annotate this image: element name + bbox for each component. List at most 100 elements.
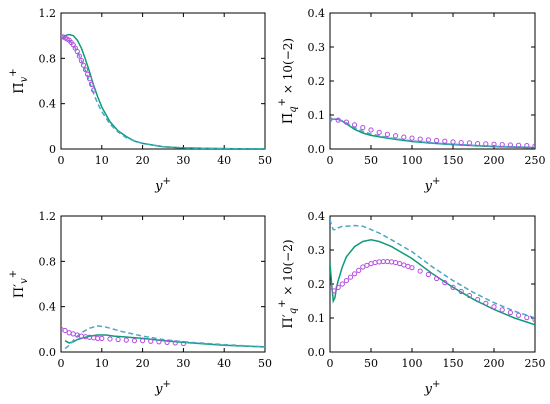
y-tick-label: 0.0 bbox=[308, 143, 326, 156]
series-line-dashed bbox=[61, 36, 265, 149]
marker-point bbox=[483, 141, 489, 147]
marker-point bbox=[405, 263, 411, 269]
x-tick-label: 10 bbox=[95, 154, 109, 167]
marker-point bbox=[417, 136, 423, 142]
marker-point bbox=[123, 337, 129, 343]
marker-point bbox=[180, 340, 186, 347]
marker-point bbox=[360, 264, 366, 270]
marker-point bbox=[76, 53, 82, 59]
marker-point bbox=[516, 142, 522, 148]
x-axis-label: y+ bbox=[424, 176, 441, 194]
x-axis-label: y+ bbox=[154, 176, 171, 194]
marker-point bbox=[164, 339, 170, 345]
marker-point bbox=[352, 122, 358, 128]
series-line-dashed bbox=[330, 219, 535, 319]
marker-point bbox=[78, 58, 85, 64]
y-tick-label: 0.0 bbox=[39, 346, 57, 359]
x-tick-label: 0 bbox=[327, 154, 334, 167]
x-tick-label: 0 bbox=[58, 154, 65, 167]
x-tick-label: 50 bbox=[258, 357, 272, 370]
marker-point bbox=[368, 261, 374, 267]
x-tick-label: 150 bbox=[443, 154, 464, 167]
marker-point bbox=[89, 81, 95, 88]
chart-panel-1: 0 10 20 30 40 50 0 0.4 0.8 1.2 y+ Π̄v+ bbox=[8, 7, 272, 194]
x-tick-label: 100 bbox=[402, 154, 423, 167]
marker-point bbox=[84, 71, 91, 77]
x-tick-label: 50 bbox=[364, 357, 378, 370]
x-tick-label: 150 bbox=[443, 357, 464, 370]
marker-point bbox=[409, 135, 415, 141]
marker-point bbox=[91, 87, 97, 93]
x-tick-label: 10 bbox=[95, 357, 109, 370]
series-line-solid bbox=[61, 33, 265, 149]
y-tick-label: 0.0 bbox=[308, 346, 326, 359]
marker-point bbox=[148, 338, 154, 344]
x-tick-label: 30 bbox=[176, 357, 190, 370]
x-tick-label: 200 bbox=[484, 154, 505, 167]
marker-point bbox=[466, 140, 472, 146]
x-tick-label: 250 bbox=[525, 357, 546, 370]
marker-point bbox=[91, 335, 97, 341]
marker-point bbox=[156, 339, 162, 345]
y-tick-label: 0.4 bbox=[308, 210, 326, 223]
marker-point bbox=[425, 271, 431, 278]
marker-point bbox=[475, 140, 481, 147]
marker-point bbox=[172, 340, 178, 346]
x-tick-label: 0 bbox=[58, 357, 65, 370]
marker-point bbox=[331, 288, 337, 294]
marker-point bbox=[532, 317, 535, 323]
marker-point bbox=[450, 284, 456, 290]
y-tick-label: 0.4 bbox=[308, 7, 326, 20]
y-tick-label: 0 bbox=[49, 143, 56, 156]
marker-point bbox=[107, 336, 113, 342]
x-tick-label: 20 bbox=[136, 357, 150, 370]
marker-point bbox=[483, 300, 489, 306]
marker-point bbox=[491, 304, 497, 310]
x-axis-label: y+ bbox=[154, 379, 171, 397]
marker-point bbox=[393, 259, 399, 266]
y-axis-label: Π′v+ bbox=[8, 270, 30, 298]
marker-point bbox=[335, 117, 341, 123]
marker-point bbox=[388, 259, 395, 265]
chart-panel-3: 0 10 20 30 40 50 0.0 0.4 0.8 1.2 y+ Π′v+ bbox=[8, 210, 272, 397]
marker-point bbox=[66, 330, 72, 336]
y-tick-label: 0.2 bbox=[308, 278, 326, 291]
plot-frame bbox=[329, 215, 536, 353]
marker-point bbox=[352, 271, 358, 277]
marker-point bbox=[343, 278, 349, 284]
marker-point bbox=[524, 315, 530, 321]
marker-point bbox=[507, 142, 513, 148]
y-axis-label: Π′q+ × 10(−2) bbox=[277, 239, 299, 328]
marker-point bbox=[409, 265, 415, 271]
series-line-dashed bbox=[64, 325, 265, 350]
marker-point bbox=[401, 262, 407, 268]
marker-point bbox=[372, 259, 378, 266]
marker-point bbox=[339, 281, 345, 287]
marker-point bbox=[364, 262, 370, 268]
y-tick-label: 0.8 bbox=[39, 52, 57, 65]
chart-panel-4: 0 50 100 150 200 250 0.0 0.1 0.2 0.3 0.4 y+ Π′q+ × 1… bbox=[277, 210, 546, 397]
marker-point bbox=[74, 48, 80, 55]
marker-point bbox=[140, 338, 146, 344]
y-tick-label: 0.1 bbox=[308, 109, 326, 122]
x-tick-label: 0 bbox=[327, 357, 334, 370]
y-tick-label: 0.2 bbox=[308, 75, 326, 88]
series-markers bbox=[61, 34, 97, 93]
y-tick-label: 1.2 bbox=[39, 7, 57, 20]
marker-point bbox=[450, 139, 456, 145]
marker-point bbox=[99, 335, 105, 341]
series-line-solid bbox=[330, 239, 535, 326]
y-tick-label: 0.3 bbox=[308, 41, 326, 54]
x-tick-label: 250 bbox=[525, 154, 546, 167]
series-line-dashed bbox=[330, 118, 535, 149]
series-markers bbox=[61, 326, 186, 347]
marker-point bbox=[360, 124, 366, 131]
marker-point bbox=[330, 116, 333, 123]
y-tick-label: 1.2 bbox=[39, 210, 57, 223]
series-markers bbox=[330, 258, 535, 323]
y-tick-label: 0.1 bbox=[308, 312, 326, 325]
x-tick-label: 200 bbox=[484, 357, 505, 370]
x-tick-label: 20 bbox=[136, 154, 150, 167]
x-tick-label: 30 bbox=[176, 154, 190, 167]
